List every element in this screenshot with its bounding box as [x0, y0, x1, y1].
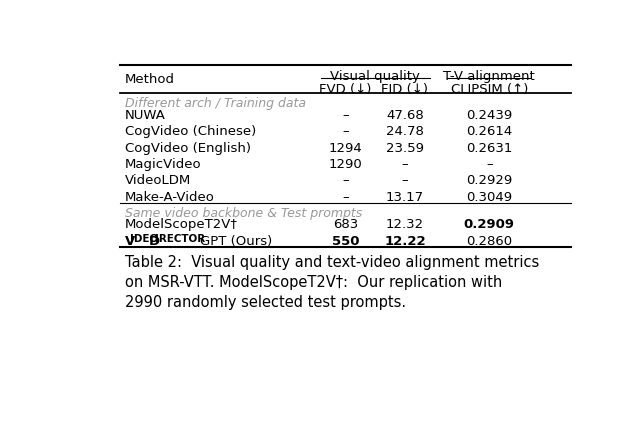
Text: NUWA: NUWA — [125, 109, 166, 122]
Text: –: – — [342, 125, 349, 138]
Text: 12.22: 12.22 — [384, 235, 426, 248]
Text: D: D — [149, 235, 160, 248]
Text: IRECTOR: IRECTOR — [156, 233, 205, 244]
Text: 0.2614: 0.2614 — [466, 125, 513, 138]
Text: CLIPSIM (↑): CLIPSIM (↑) — [451, 83, 528, 96]
Text: 1294: 1294 — [328, 141, 362, 155]
Text: on MSR-VTT. ModelScopeT2V†:  Our replication with: on MSR-VTT. ModelScopeT2V†: Our replicat… — [125, 275, 502, 290]
Text: 683: 683 — [333, 218, 358, 231]
Text: CogVideo (English): CogVideo (English) — [125, 141, 251, 155]
Text: 550: 550 — [332, 235, 359, 248]
Text: Same video backbone & Test prompts: Same video backbone & Test prompts — [125, 207, 362, 220]
Text: Visual quality: Visual quality — [330, 70, 420, 82]
Text: VideoLDM: VideoLDM — [125, 174, 191, 187]
Text: MagicVideo: MagicVideo — [125, 158, 201, 171]
Text: –: – — [401, 158, 408, 171]
Text: 0.2909: 0.2909 — [464, 218, 515, 231]
Text: 23.59: 23.59 — [386, 141, 424, 155]
Text: 0.2860: 0.2860 — [466, 235, 512, 248]
Text: 1290: 1290 — [328, 158, 362, 171]
Text: –: – — [342, 190, 349, 204]
Text: 0.3049: 0.3049 — [466, 190, 512, 204]
Text: 13.17: 13.17 — [386, 190, 424, 204]
Text: Table 2:  Visual quality and text-video alignment metrics: Table 2: Visual quality and text-video a… — [125, 256, 539, 270]
Text: 0.2631: 0.2631 — [466, 141, 513, 155]
Text: V: V — [125, 235, 135, 248]
Text: 47.68: 47.68 — [386, 109, 424, 122]
Text: –: – — [486, 158, 493, 171]
Text: –: – — [401, 174, 408, 187]
Text: FID (↓): FID (↓) — [381, 83, 428, 96]
Text: ModelScopeT2V†: ModelScopeT2V† — [125, 218, 237, 231]
Text: –: – — [342, 109, 349, 122]
Text: –: – — [342, 174, 349, 187]
Text: 2990 randomly selected test prompts.: 2990 randomly selected test prompts. — [125, 295, 406, 310]
Text: 0.2439: 0.2439 — [466, 109, 513, 122]
Text: T-V alignment: T-V alignment — [444, 70, 535, 82]
Text: Method: Method — [125, 73, 175, 86]
Text: Make-A-Video: Make-A-Video — [125, 190, 214, 204]
Text: CogVideo (Chinese): CogVideo (Chinese) — [125, 125, 256, 138]
Text: GPT (Ours): GPT (Ours) — [200, 235, 272, 248]
Text: IDEO: IDEO — [131, 233, 159, 244]
Text: Different arch / Training data: Different arch / Training data — [125, 97, 306, 110]
Text: 24.78: 24.78 — [386, 125, 424, 138]
Text: FVD (↓): FVD (↓) — [319, 83, 372, 96]
Text: 12.32: 12.32 — [386, 218, 424, 231]
Text: 0.2929: 0.2929 — [466, 174, 513, 187]
